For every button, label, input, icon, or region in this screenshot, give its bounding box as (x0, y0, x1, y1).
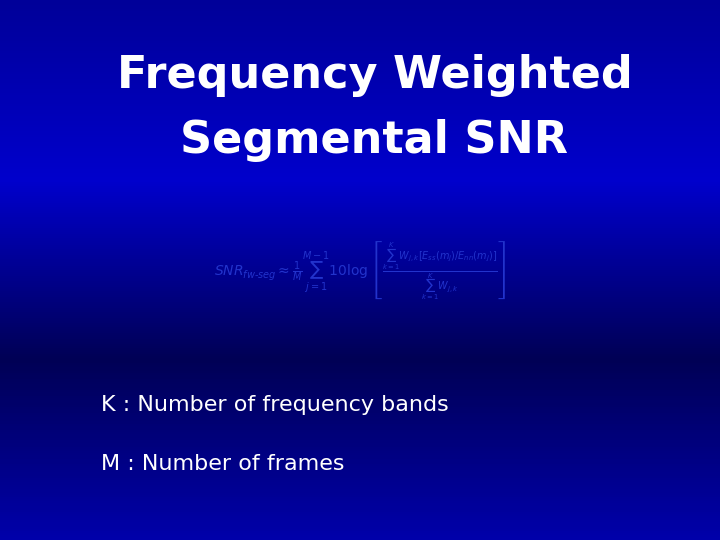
Text: K : Number of frequency bands: K : Number of frequency bands (101, 395, 449, 415)
Text: Frequency Weighted: Frequency Weighted (117, 54, 632, 97)
Text: $SNR_{fw\text{-}seg} \approx \frac{1}{M}\sum_{j=1}^{M-1}10\log\left[\frac{\sum_{: $SNR_{fw\text{-}seg} \approx \frac{1}{M}… (214, 239, 506, 301)
Text: Segmental SNR: Segmental SNR (181, 119, 568, 162)
Text: M : Number of frames: M : Number of frames (101, 454, 344, 475)
